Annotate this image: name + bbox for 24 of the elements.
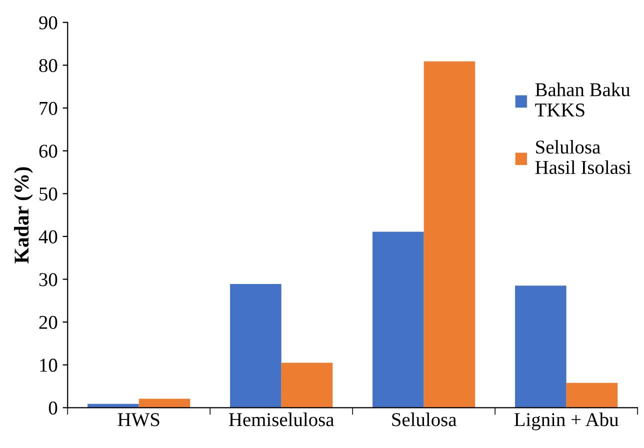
- y-tick-label: 10: [40, 358, 58, 372]
- y-tick-label: 80: [39, 59, 58, 72]
- bar: [515, 286, 566, 408]
- bar: [566, 382, 618, 408]
- y-tick-label: 50: [40, 187, 58, 201]
- y-tick-label: 40: [38, 230, 58, 244]
- y-tick-label: 70: [40, 102, 58, 115]
- y-tick-label: 0: [48, 401, 58, 415]
- bar: [281, 362, 333, 408]
- legend-label: Bahan Baku TKKS: [535, 82, 630, 117]
- legend-label: Selulosa Hasil Isolasi: [535, 140, 632, 174]
- y-tick-label: 30: [39, 273, 58, 286]
- x-tick-label: Hemiselulosa: [228, 412, 334, 426]
- bar: [372, 232, 424, 408]
- y-tick-label: 20: [39, 316, 58, 329]
- bar: [138, 398, 190, 408]
- x-tick-label: Lignin + Abu: [514, 412, 618, 430]
- y-axis-title: Kadar (%): [14, 167, 33, 264]
- y-tick-label: 60: [39, 144, 58, 158]
- y-tick-label: 90: [39, 16, 58, 30]
- x-tick-label: Selulosa: [392, 412, 457, 426]
- bar: [230, 284, 282, 408]
- bar: [424, 61, 476, 408]
- x-tick-label: HWS: [118, 413, 160, 426]
